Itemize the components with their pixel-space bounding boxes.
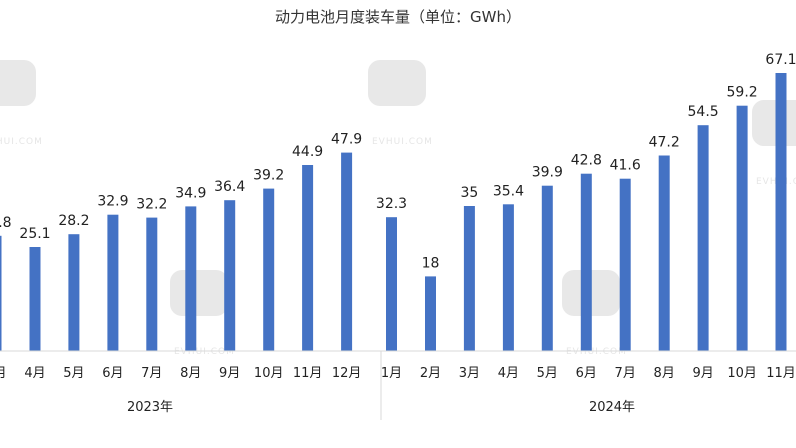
x-tick-label: 10月 xyxy=(254,366,284,381)
bar xyxy=(185,206,197,351)
bar xyxy=(302,165,314,351)
x-tick-label: 5月 xyxy=(63,366,84,381)
value-label: 27.8 xyxy=(0,215,12,231)
bar xyxy=(341,152,353,351)
bar xyxy=(146,217,158,351)
value-labels-layer: 27.8 25.1 28.2 32.9 32.2 34.9 36.4 39.2 44.9 47.9… xyxy=(0,52,796,271)
value-label: 59.2 xyxy=(727,85,758,101)
bar xyxy=(697,125,709,351)
bar xyxy=(619,178,631,351)
value-label: 32.9 xyxy=(97,194,128,210)
x-tick-label: 7月 xyxy=(141,366,162,381)
bar xyxy=(580,173,592,351)
watermark-text: EVHUI.COM xyxy=(0,137,43,147)
x-axis: 3月 4月 5月 6月 7月 8月 9月 10月 11月 12月 1月 2月 3月 4月 5月 6月 7月 8月 9… xyxy=(0,350,796,420)
value-label: 35 xyxy=(460,185,478,201)
x-tick-label: 11月 xyxy=(766,366,796,381)
bar xyxy=(263,188,275,351)
bar xyxy=(502,204,514,351)
bar xyxy=(107,214,119,351)
value-label: 67.1 xyxy=(765,52,796,68)
value-label: 28.2 xyxy=(58,213,89,229)
x-tick-label: 11月 xyxy=(293,366,323,381)
value-label: 44.9 xyxy=(292,144,323,160)
value-label: 32.3 xyxy=(376,196,407,212)
x-tick-label: 4月 xyxy=(24,366,45,381)
ev-logo-icon: EVHUI.COM xyxy=(752,100,796,187)
x-tick-label: 6月 xyxy=(576,366,597,381)
bar xyxy=(0,235,2,351)
value-label: 41.6 xyxy=(610,158,641,174)
ev-logo-icon: EVHUI.COM xyxy=(368,60,433,147)
bar xyxy=(224,200,236,351)
x-tick-label: 6月 xyxy=(102,366,123,381)
watermark-text: EVHUI.COM xyxy=(174,347,235,357)
x-tick-label: 12月 xyxy=(332,366,362,381)
value-label: 39.2 xyxy=(253,168,284,184)
bar xyxy=(658,155,670,351)
x-tick-label: 10月 xyxy=(727,366,757,381)
chart-title: 动力电池月度装车量（单位：GWh） xyxy=(275,8,521,26)
ev-logo-icon: EVHUI.COM xyxy=(0,60,43,147)
bars-layer xyxy=(0,73,787,351)
watermark-text: EVHUI.COM xyxy=(566,347,627,357)
x-tick-label: 4月 xyxy=(498,366,519,381)
bar xyxy=(68,234,80,351)
value-label: 54.5 xyxy=(688,104,719,120)
value-label: 35.4 xyxy=(493,183,524,199)
value-label: 25.1 xyxy=(19,226,50,242)
year-group-label: 2024年 xyxy=(589,400,635,415)
x-tick-label: 8月 xyxy=(180,366,201,381)
x-tick-label: 2月 xyxy=(420,366,441,381)
x-tick-label: 8月 xyxy=(654,366,675,381)
value-label: 18 xyxy=(422,255,440,271)
bar xyxy=(541,185,553,351)
x-tick-label: 9月 xyxy=(219,366,240,381)
value-label: 47.9 xyxy=(331,132,362,148)
x-tick-label: 7月 xyxy=(615,366,636,381)
value-label: 34.9 xyxy=(175,185,206,201)
bar xyxy=(425,276,436,351)
bar xyxy=(775,73,787,351)
value-label: 47.2 xyxy=(649,135,680,151)
value-label: 36.4 xyxy=(214,179,245,195)
value-label: 32.2 xyxy=(136,197,167,213)
value-label: 39.9 xyxy=(532,165,563,181)
bar xyxy=(736,105,748,351)
x-tick-label: 1月 xyxy=(381,366,402,381)
bar xyxy=(386,217,397,351)
x-tick-label: 5月 xyxy=(537,366,558,381)
x-tick-label: 3月 xyxy=(459,366,480,381)
bar xyxy=(463,206,475,351)
bar xyxy=(29,247,41,351)
ev-logo-icon: EVHUI.COM xyxy=(562,270,627,357)
x-tick-label: 3月 xyxy=(0,366,7,381)
watermark-text: EVHUI.COM xyxy=(372,137,433,147)
x-tick-label: 9月 xyxy=(692,366,713,381)
year-group-label: 2023年 xyxy=(127,400,173,415)
ev-logo-icon: EVHUI.COM xyxy=(170,270,235,357)
value-label: 42.8 xyxy=(571,153,602,169)
